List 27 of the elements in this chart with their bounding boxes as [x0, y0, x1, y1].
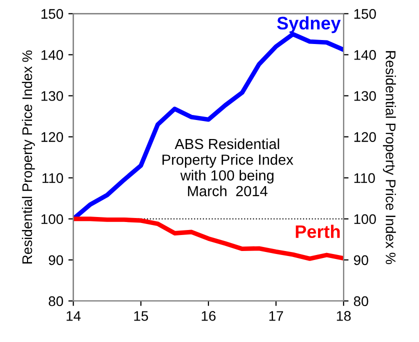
- x-tick-label: 15: [134, 311, 148, 321]
- y2-tick-label: 120: [354, 132, 376, 142]
- y-tick-label: 120: [41, 132, 64, 142]
- y2-tick-label: 90: [354, 255, 368, 266]
- y2-tick-label: 140: [354, 50, 376, 60]
- y2-tick-label: 130: [354, 91, 376, 101]
- series-label: Sydney: [277, 16, 341, 34]
- annotation: ABS Residential Property Price Index with 100 being March 2014: [162, 138, 294, 196]
- y-tick-label: 130: [41, 91, 64, 101]
- y-tick-label: 90: [48, 255, 64, 266]
- y2-tick-label: 150: [354, 9, 376, 19]
- y2-tick-label: 110: [354, 173, 375, 184]
- x-tick-label: 14: [66, 311, 81, 321]
- y-tick-label: 110: [42, 173, 64, 184]
- y2-axis-title: Residential Property Price Index %: [382, 51, 396, 264]
- y2-tick-label: 100: [354, 214, 376, 224]
- y-tick-label: 80: [48, 296, 64, 306]
- y-axis-title: Residential Property Price Index %: [22, 50, 35, 264]
- y-tick-label: 140: [41, 50, 64, 60]
- x-tick-label: 18: [336, 311, 351, 321]
- y-tick-label: 100: [41, 214, 64, 224]
- line-series: [73, 216, 344, 261]
- series-label: Perth: [296, 224, 340, 238]
- x-tick-label: 17: [269, 311, 284, 321]
- y2-tick-label: 80: [354, 296, 368, 306]
- y-tick-label: 150: [41, 9, 64, 19]
- x-tick-label: 16: [202, 311, 216, 321]
